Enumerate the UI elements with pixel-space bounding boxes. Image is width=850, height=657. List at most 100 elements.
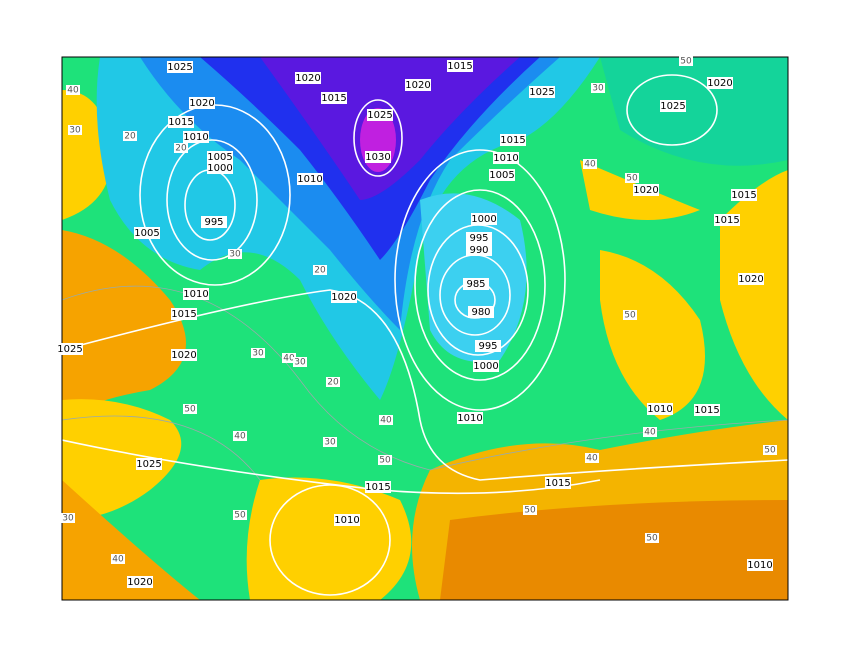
label-box [233,431,247,441]
pressure-label: 1015 [714,215,739,226]
label-box [623,310,637,320]
thickness-label: 30 [62,514,74,524]
label-box [583,159,597,169]
label-box [233,510,247,520]
pressure-label: 990 [469,245,488,256]
label-box [326,377,340,387]
label-box [321,92,347,104]
thickness-label: 40 [586,454,598,464]
thickness-label: 50 [234,511,246,521]
label-box [457,412,483,424]
thickness-label: 40 [283,354,295,364]
label-box [167,61,193,73]
pressure-label: 1005 [134,228,159,239]
label-box [282,353,296,363]
thickness-label: 50 [379,456,391,466]
label-box [660,100,686,112]
label-box [168,116,194,128]
labels: 1025102010151020101510201015101010051000… [57,56,777,588]
label-box [323,437,337,447]
label-box [585,453,599,463]
label-box [463,278,489,290]
pressure-label: 1025 [57,344,82,355]
label-box [647,403,673,415]
pressure-label: 980 [471,307,490,318]
thickness-label: 40 [584,160,596,170]
pressure-label: 1015 [545,478,570,489]
label-box [134,227,160,239]
thickness-label: 40 [644,428,656,438]
label-box [127,576,153,588]
pressure-label: 1010 [297,174,322,185]
pressure-label: 1020 [171,350,196,361]
thickness-label: 50 [524,506,536,516]
label-box [738,273,764,285]
label-box [633,184,659,196]
pressure-label: 1010 [183,289,208,300]
label-box [57,343,83,355]
label-box [201,216,227,228]
label-box [731,189,757,201]
label-box [68,125,82,135]
label-box [679,56,693,66]
pressure-label: 1025 [529,87,554,98]
label-box [489,169,515,181]
label-box [228,249,242,259]
pressure-label: 985 [466,279,485,290]
pressure-label: 1020 [127,577,152,588]
label-box [174,143,188,153]
thickness-label: 30 [324,438,336,448]
thickness-label: 30 [252,349,264,359]
label-box [367,109,393,121]
label-box [297,173,323,185]
map-frame [61,56,789,601]
label-box [545,477,571,489]
pressure-label: 1030 [365,152,390,163]
label-box [747,559,773,571]
pressure-label: 1015 [447,61,472,72]
thickness-label: 30 [229,250,241,260]
pressure-label: 1025 [367,110,392,121]
pressure-label: 1015 [694,405,719,416]
thickness-label: 20 [327,378,339,388]
pressure-label: 1025 [136,459,161,470]
label-box [61,513,75,523]
label-box [475,340,501,352]
thickness-label: 40 [234,432,246,442]
label-box [171,308,197,320]
label-box [66,85,80,95]
thickness-label: 20 [314,266,326,276]
label-box [111,554,125,564]
thickness-label: 50 [626,174,638,184]
label-box [123,131,137,141]
label-box [529,86,555,98]
pressure-label: 1020 [295,73,320,84]
label-box [763,445,777,455]
thickness-label: 40 [380,416,392,426]
label-box [466,244,492,256]
pressure-label: 1020 [189,98,214,109]
pressure-label: 1005 [489,170,514,181]
label-box [365,151,391,163]
label-box [189,97,215,109]
label-box [468,306,494,318]
thickness-label: 30 [69,126,81,136]
pressure-label: 995 [478,341,497,352]
pressure-label: 1015 [731,190,756,201]
label-box [207,162,233,174]
map-field [62,57,788,600]
label-box [500,134,526,146]
pressure-label: 1025 [660,101,685,112]
pressure-label: 1010 [493,153,518,164]
thickness-label: 30 [592,84,604,94]
pressure-label: 1015 [171,309,196,320]
pressure-label: 1020 [331,292,356,303]
label-box [625,173,639,183]
label-box [183,288,209,300]
label-box [473,360,499,372]
label-box [171,349,197,361]
label-box [251,348,265,358]
pressure-label: 1010 [647,404,672,415]
thickness-label: 40 [112,555,124,565]
